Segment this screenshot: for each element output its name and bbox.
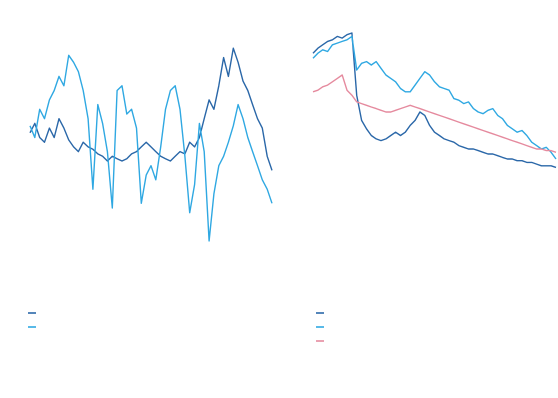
chart2-series-2-line [312, 35, 557, 160]
chart1-series-2-line [29, 54, 273, 242]
chart2-series-3-line [312, 74, 557, 153]
chart1-series-1-line [29, 47, 273, 171]
left-legend [28, 312, 36, 328]
right-chart-panel [312, 32, 557, 169]
chart2-series-1-line [312, 32, 557, 169]
left-chart-panel [29, 47, 273, 242]
right-legend [316, 312, 324, 342]
